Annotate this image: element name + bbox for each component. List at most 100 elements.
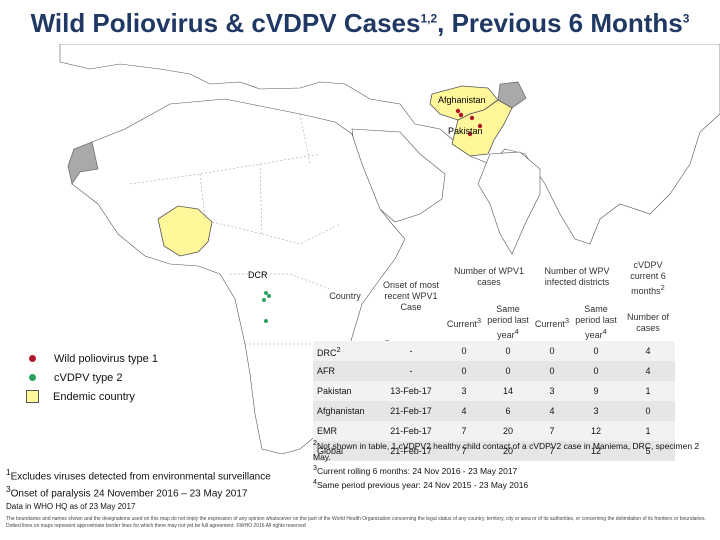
legend-label: cVDPV type 2 [54, 371, 123, 384]
title-text-b: , Previous 6 Months [437, 8, 683, 38]
table-row: DRC2 - 0 0 0 0 4 [313, 341, 675, 361]
cases-table: Country Onset of most recent WPV1 Case N… [313, 252, 675, 461]
country-nigeria [157, 205, 213, 257]
disclaimer: The boundaries and names shown and the d… [6, 516, 706, 529]
area-western-sahara [67, 141, 99, 185]
cell-wpv-current: 0 [461, 366, 467, 376]
footnote-3b-text: Onset of paralysis 24 November 2016 – 23… [10, 488, 248, 500]
cell-cvdpv: 5 [645, 446, 651, 456]
cell-wpv-prev: 0 [505, 346, 511, 356]
cell-onset: - [409, 366, 413, 376]
header-current-sup: 3 [476, 316, 482, 325]
header-onset: Onset of most recent WPV1 Case [382, 280, 440, 312]
data-as-of: Data in WHO HQ as of 23 May 2017 [6, 502, 136, 511]
legend-label: Endemic country [53, 390, 135, 403]
cell-country-sup: 2 [336, 344, 341, 354]
cell-wpv-current: 3 [461, 386, 467, 396]
cell-wpv-current: 7 [461, 426, 467, 436]
table-row: Afghanistan 21-Feb-17 4 6 4 3 0 [313, 401, 675, 421]
page-title: Wild Poliovirus & cVDPV Cases1,2, Previo… [0, 8, 720, 39]
header-same-text: Same period last year [575, 304, 617, 340]
cell-cvdpv: 0 [645, 406, 651, 416]
cell-dist-current: 3 [549, 386, 555, 396]
cell-country: Afghanistan [317, 406, 365, 416]
cvdpv2-case-dots [262, 291, 271, 323]
header-current-text: Current [534, 319, 565, 329]
map-footnotes: 1Excludes viruses detected from environm… [6, 466, 271, 501]
header-dist-same-period: Same period last year4 [571, 304, 621, 341]
cell-dist-prev: 3 [593, 406, 599, 416]
cell-dist-prev: 9 [593, 386, 599, 396]
cell-cvdpv: 4 [645, 366, 651, 376]
footnote-1: 1Excludes viruses detected from environm… [6, 467, 271, 483]
cell-dist-current: 0 [549, 366, 555, 376]
cell-dist-prev: 12 [590, 426, 601, 436]
cell-wpv-prev: 14 [502, 386, 513, 396]
footnote-3b: 3Onset of paralysis 24 November 2016 – 2… [6, 484, 248, 500]
cell-onset: 21-Feb-17 [390, 446, 432, 456]
cell-wpv-prev: 20 [502, 446, 513, 456]
area-kashmir [497, 81, 527, 109]
header-same-sup: 4 [514, 327, 519, 336]
cell-wpv-current: 4 [461, 406, 467, 416]
footnote-4-text: Same period previous year: 24 Nov 2015 -… [316, 479, 529, 490]
title-text-a: Wild Poliovirus & cVDPV Cases [30, 8, 421, 38]
cell-country: AFR [317, 366, 335, 376]
cell-dist-current: 0 [549, 346, 555, 356]
header-wpv-current: Current3 [445, 304, 483, 341]
header-wpv1: Number of WPV1 cases [453, 266, 525, 287]
cell-dist-prev: 12 [590, 446, 601, 456]
label-afghanistan: Afghanistan [438, 95, 486, 105]
cell-cvdpv: 1 [645, 386, 651, 396]
cell-country: DRC [317, 347, 337, 358]
header-same-text: Same period last year [487, 304, 529, 340]
land-madagascar [372, 339, 393, 395]
footnote-2-text: Not shown in table, 1 cVDPV2 healthy chi… [313, 440, 700, 462]
legend-endemic: Endemic country [26, 387, 158, 406]
header-same-sup: 4 [602, 327, 607, 336]
cell-country: EMR [317, 426, 337, 436]
cell-wpv-prev: 20 [502, 426, 513, 436]
land-india [477, 151, 541, 255]
footnote-3: 3Current rolling 6 months: 24 Nov 2016 -… [313, 463, 518, 476]
cell-onset: 21-Feb-17 [390, 406, 432, 416]
table-row: Global 21-Feb-17 7 20 7 12 5 [313, 441, 675, 461]
cell-dist-prev: 0 [593, 346, 599, 356]
country-pakistan [451, 99, 513, 157]
table-row: Pakistan 13-Feb-17 3 14 3 9 1 [313, 381, 675, 401]
green-dot-icon [29, 374, 36, 381]
cell-cvdpv: 1 [645, 426, 651, 436]
header-cvdpv-cases: Number of cases [626, 311, 670, 333]
legend-wpv1: Wild poliovirus type 1 [26, 349, 158, 368]
cell-cvdpv: 4 [645, 346, 651, 356]
label-drc: DCR [248, 270, 268, 280]
cell-dist-current: 7 [549, 426, 555, 436]
cell-onset: 21-Feb-17 [390, 426, 432, 436]
cell-country: Pakistan [317, 386, 352, 396]
header-wpv-districts: Number of WPV infected districts [544, 266, 610, 287]
footnote-4: 4Same period previous year: 24 Nov 2015 … [313, 477, 529, 490]
cell-dist-current: 7 [549, 446, 555, 456]
table-footnotes: 2Not shown in table, 1 cVDPV2 healthy ch… [313, 438, 713, 490]
table-row: EMR 21-Feb-17 7 20 7 12 1 [313, 421, 675, 441]
cell-onset: 13-Feb-17 [390, 386, 432, 396]
red-dot-icon [29, 355, 36, 362]
header-cvdpv: cVDPV current 6 months2 [621, 252, 675, 304]
header-cvdpv-text: cVDPV current 6 months [630, 259, 666, 296]
header-current-text: Current [446, 319, 477, 329]
yellow-square-icon [26, 390, 39, 403]
header-cvdpv-sup: 2 [660, 282, 665, 292]
wpv1-case-dots [455, 108, 483, 137]
footnote-2: 2Not shown in table, 1 cVDPV2 healthy ch… [313, 439, 700, 462]
cell-dist-current: 4 [549, 406, 555, 416]
footnote-3-text: Current rolling 6 months: 24 Nov 2016 - … [316, 465, 518, 476]
africa-borders [129, 113, 341, 345]
label-pakistan: Pakistan [448, 126, 483, 136]
legend-cvdpv: cVDPV type 2 [26, 368, 158, 387]
cell-wpv-current: 7 [461, 446, 467, 456]
table-row: AFR - 0 0 0 0 4 [313, 361, 675, 381]
cell-dist-prev: 0 [593, 366, 599, 376]
footnote-1-text: Excludes viruses detected from environme… [10, 471, 271, 483]
land-africa [71, 98, 406, 454]
header-dist-current: Current3 [533, 304, 571, 341]
